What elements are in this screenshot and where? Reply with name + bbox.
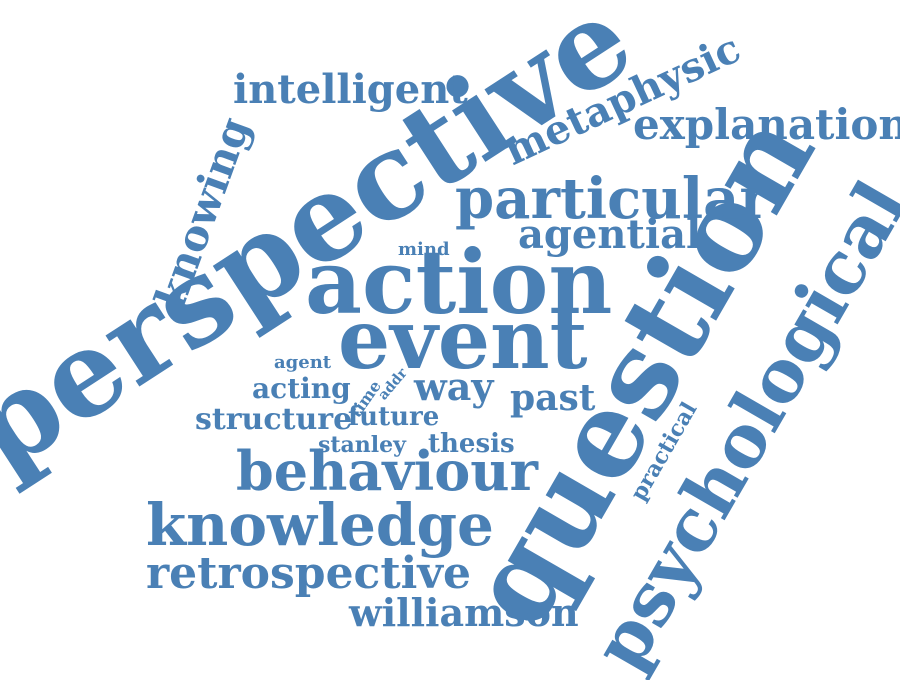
word-retrospective: retrospective	[146, 548, 471, 599]
word-particular: particular	[455, 166, 770, 232]
word-mind: mind	[398, 239, 450, 260]
word-way: way	[413, 364, 494, 409]
word-action: action	[305, 230, 612, 334]
word-event: event	[338, 292, 588, 388]
word-knowledge: knowledge	[146, 491, 494, 559]
word-agent: agent	[274, 352, 332, 373]
word-acting: acting	[252, 372, 351, 405]
word-stanley: stanley	[318, 432, 407, 458]
word-williamson: williamson	[348, 590, 579, 635]
word-behaviour: behaviour	[236, 439, 539, 503]
word-structure: structure	[195, 402, 352, 437]
word-agential: agential	[518, 211, 701, 258]
word-explanation: explanation	[633, 100, 900, 149]
word-intelligent: intelligent	[233, 66, 468, 113]
word-past: past	[510, 377, 596, 419]
word-thesis: thesis	[428, 429, 515, 459]
word-future: future	[348, 402, 439, 432]
